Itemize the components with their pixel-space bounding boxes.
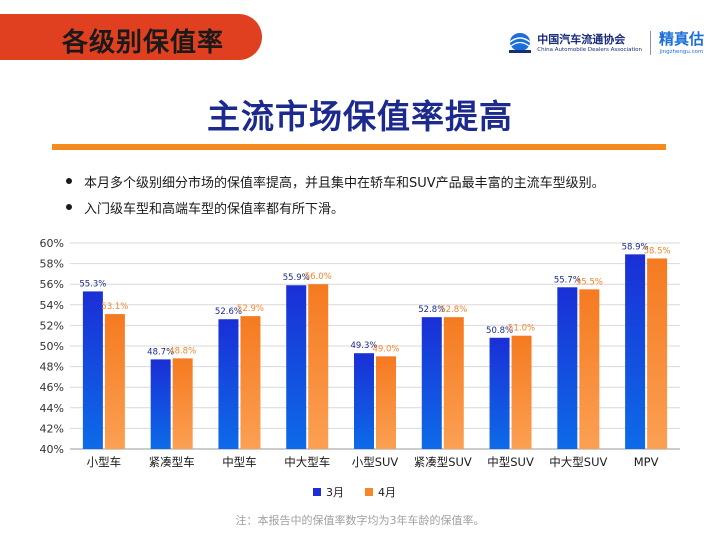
- bar-chart: 40% 42% 44% 46% 48% 50% 52% 54% 56% 58% 60% 55.3% 53…: [40, 237, 680, 499]
- x-tick-label: 中型SUV: [487, 455, 534, 469]
- bar-april: [579, 289, 600, 449]
- bar-march: [557, 287, 578, 449]
- bar-april: [376, 356, 396, 449]
- bar-march: [286, 285, 307, 449]
- y-tick-label: 50%: [40, 340, 64, 353]
- y-tick-label: 60%: [40, 237, 64, 250]
- y-tick-label: 54%: [40, 299, 64, 312]
- bar-april: [240, 316, 261, 449]
- y-tick-label: 52%: [40, 319, 64, 332]
- data-label: 58.9%: [622, 242, 649, 252]
- bar-april: [172, 358, 193, 449]
- x-tick-label: 中型车: [222, 455, 257, 469]
- bar-march: [354, 353, 374, 449]
- logo-area: 中国汽车流通协会 China Automobile Dealers Associ…: [507, 26, 704, 60]
- y-tick-label: 42%: [40, 422, 64, 435]
- data-label: 52.9%: [237, 304, 264, 314]
- bar-march: [625, 254, 646, 449]
- brand-url: jingzhengu.com: [659, 48, 704, 55]
- bar-march: [489, 337, 510, 449]
- association-logo: 中国汽车流通协会 China Automobile Dealers Associ…: [507, 31, 642, 55]
- y-tick-label: 44%: [40, 402, 64, 415]
- bar-march: [150, 359, 171, 449]
- data-label: 56.0%: [305, 272, 332, 282]
- x-tick-label: MPV: [634, 455, 659, 469]
- y-tick-label: 40%: [40, 443, 64, 456]
- y-tick-label: 56%: [40, 278, 64, 291]
- bullet-list: 本月多个级别细分市场的保值率提高，并且集中在轿车和SUV产品最丰富的主流车型级别…: [66, 170, 605, 222]
- data-label: 49.3%: [350, 341, 377, 351]
- data-label: 55.7%: [554, 275, 581, 285]
- bar-april: [443, 317, 464, 449]
- data-label: 55.9%: [283, 273, 310, 283]
- footnote: 注：本报告中的保值率数字均为3年车龄的保值率。: [235, 514, 485, 527]
- x-tick-label: 紧凑型SUV: [414, 455, 472, 469]
- section-title-tab: [0, 14, 262, 60]
- data-label: 55.5%: [576, 277, 603, 287]
- association-en: China Automobile Dealers Association: [537, 46, 642, 53]
- x-tick-label: 紧凑型车: [149, 455, 195, 469]
- section-title: 各级别保值率: [62, 28, 225, 58]
- legend-swatch: [313, 488, 321, 496]
- bar-march: [421, 317, 442, 449]
- x-tick-label: 中大型SUV: [549, 455, 607, 469]
- data-label: 53.1%: [101, 302, 128, 312]
- data-label: 50.8%: [486, 326, 513, 336]
- x-tick-label: 中大型车: [284, 455, 330, 469]
- legend-label: 3月: [326, 486, 344, 499]
- bullet-item: 本月多个级别细分市场的保值率提高，并且集中在轿车和SUV产品最丰富的主流车型级别…: [66, 170, 605, 192]
- data-label: 52.8%: [418, 305, 445, 315]
- data-label: 52.6%: [215, 307, 242, 317]
- brand-name: 精真估: [658, 29, 704, 48]
- data-label: 55.3%: [79, 279, 106, 289]
- bullet-dot: [66, 178, 72, 184]
- bullet-dot: [66, 204, 72, 210]
- bar-april: [104, 314, 125, 449]
- data-label: 52.8%: [440, 305, 467, 315]
- brand-logo: 精真估 jingzhengu.com: [658, 29, 704, 56]
- logo-divider: [649, 31, 651, 55]
- data-label: 48.7%: [147, 347, 174, 357]
- data-label: 48.8%: [169, 346, 196, 356]
- x-tick-label: 小型SUV: [352, 455, 399, 469]
- y-tick-label: 46%: [40, 381, 64, 394]
- y-tick-label: 58%: [40, 258, 64, 271]
- data-label: 58.5%: [644, 246, 671, 256]
- bar-march: [82, 291, 103, 449]
- data-label: 49.0%: [372, 344, 399, 354]
- bullet-text: 入门级车型和高端车型的保值率都有所下滑。: [84, 201, 345, 217]
- bullet-text: 本月多个级别细分市场的保值率提高，并且集中在轿车和SUV产品最丰富的主流车型级别…: [84, 175, 605, 191]
- bar-april: [511, 335, 532, 449]
- legend-swatch: [365, 488, 373, 496]
- bar-march: [218, 319, 239, 449]
- legend-label: 4月: [378, 486, 396, 499]
- x-tick-label: 小型车: [87, 455, 122, 469]
- data-label: 51.0%: [508, 324, 535, 334]
- headline: 主流市场保值率提高: [207, 97, 513, 136]
- association-name: 中国汽车流通协会: [537, 32, 626, 46]
- orange-rule: [52, 144, 666, 150]
- bar-april: [647, 258, 668, 449]
- globe-logo-icon: [509, 33, 532, 53]
- y-tick-label: 48%: [40, 361, 64, 374]
- bullet-item: 入门级车型和高端车型的保值率都有所下滑。: [66, 196, 605, 218]
- bar-april: [308, 284, 329, 449]
- header-bar: 各级别保值率 中国汽车流通协会 China Automobile Dealers…: [0, 0, 720, 64]
